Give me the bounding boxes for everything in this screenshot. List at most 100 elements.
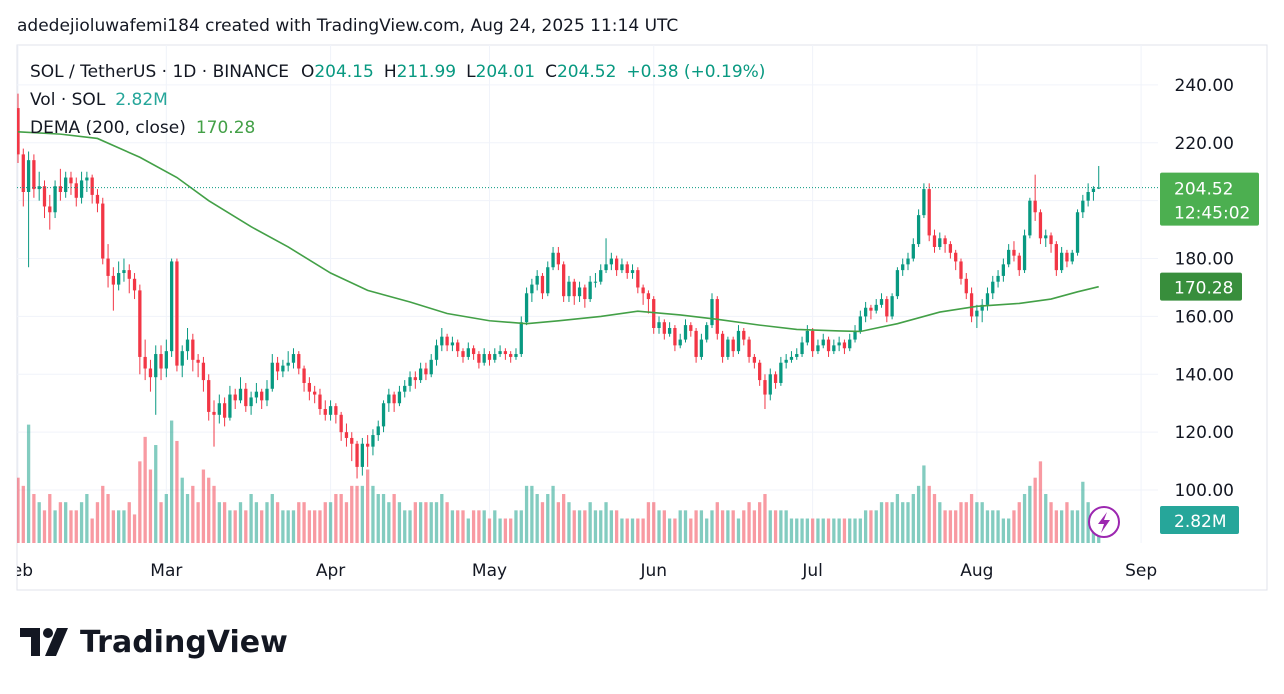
volume-bar (503, 518, 508, 543)
volume-bar (906, 502, 910, 543)
candle-body (350, 437, 354, 444)
volume-bar (42, 510, 47, 543)
candle-body (191, 339, 195, 360)
volume-bar (885, 502, 889, 543)
candle-body (768, 374, 772, 395)
candle-body (127, 270, 131, 279)
volume-bar (228, 510, 232, 543)
price-tag-value: 204.52 (1174, 180, 1233, 200)
volume-bar (466, 518, 470, 543)
volume-bar (418, 502, 423, 543)
brand-name: TradingView (80, 625, 288, 660)
candle-body (69, 177, 73, 184)
volume-bar (138, 461, 142, 543)
volume-bar (376, 494, 380, 543)
change: +0.38 (+0.19%) (626, 62, 765, 82)
volume-bar (127, 502, 131, 543)
volume-bar (445, 502, 449, 543)
volume-bar (572, 510, 576, 543)
candle-body (381, 403, 386, 427)
candle-body (980, 304, 984, 311)
candle-body (720, 333, 725, 357)
candle-body (366, 443, 370, 447)
candle-body (238, 388, 243, 401)
volume-bar (964, 502, 968, 543)
volume-bar (784, 510, 788, 543)
volume-bar (509, 518, 513, 543)
volume-bar (858, 518, 862, 543)
candle-body (58, 186, 63, 192)
candle-body (964, 278, 968, 294)
volume-bar (201, 469, 206, 543)
candle-body (1065, 252, 1069, 262)
dema-value: 170.28 (196, 118, 255, 138)
volume-bar (175, 440, 179, 543)
volume-bar (593, 510, 598, 543)
candle-body (498, 351, 502, 355)
candle-body (1022, 235, 1027, 271)
volume-bar (440, 494, 444, 543)
legend-dema: DEMA (200, close) 170.28 (30, 118, 255, 138)
volume-bar (471, 510, 476, 543)
volume-bar (260, 510, 264, 543)
dema-tag (1160, 272, 1242, 301)
candle-body (906, 258, 910, 265)
volume-bar (1070, 510, 1074, 543)
candle-body (689, 325, 693, 331)
candle-body (196, 359, 200, 363)
watermark: adedejioluwafemi184 created with Trading… (17, 16, 678, 36)
volume-bar (948, 510, 953, 543)
volume-bar (64, 502, 68, 543)
volume-bar (132, 514, 137, 543)
x-tick-label: Sep (1125, 561, 1157, 581)
volume-bar (773, 510, 778, 543)
candle-body (715, 299, 719, 334)
x-tick-label: Mar (150, 561, 182, 581)
volume-bar (1044, 494, 1048, 543)
candle-body (328, 406, 333, 415)
candle-body (996, 275, 1000, 282)
candle-body (461, 351, 465, 357)
x-tick-label: Feb (3, 561, 33, 581)
volume-bar (413, 502, 417, 543)
volume-bar (53, 510, 57, 543)
volume-bar (652, 502, 656, 543)
volume-bar (366, 469, 370, 543)
volume-bar (588, 502, 592, 543)
candle-body (736, 330, 741, 352)
candle-body (911, 244, 915, 259)
flash-button[interactable] (1088, 506, 1120, 538)
candle-body (355, 443, 359, 467)
volume-bar (916, 485, 921, 543)
candle-body (26, 160, 31, 192)
price-pane (17, 93, 1158, 479)
candle-body (334, 406, 338, 415)
volume-bar (789, 518, 794, 543)
candle-body (74, 183, 78, 198)
y-tick-label: 160.00 (1175, 307, 1234, 327)
volume-bar (657, 510, 661, 543)
volume-bar (17, 477, 20, 543)
volume-bar (540, 502, 545, 543)
candle-body (752, 356, 757, 363)
volume-bar (21, 485, 25, 543)
candle-body (773, 374, 778, 383)
volume-bar (429, 502, 433, 543)
volume-bar (328, 502, 333, 543)
candle-body (816, 345, 820, 352)
volume-bar (519, 510, 523, 543)
volume-bar (1081, 481, 1085, 543)
candle-body (429, 359, 433, 375)
candle-body (726, 339, 730, 357)
volume-bar (169, 420, 174, 543)
volume-bar (254, 502, 259, 543)
candle-body (562, 264, 566, 297)
candle-body (646, 293, 651, 300)
volume-bar (811, 518, 815, 543)
candle-body (795, 354, 799, 357)
candle-body (551, 252, 555, 268)
volume-bar (381, 494, 386, 543)
volume-bar (191, 485, 195, 543)
volume-bar (185, 494, 190, 543)
volume-bar (196, 502, 200, 543)
